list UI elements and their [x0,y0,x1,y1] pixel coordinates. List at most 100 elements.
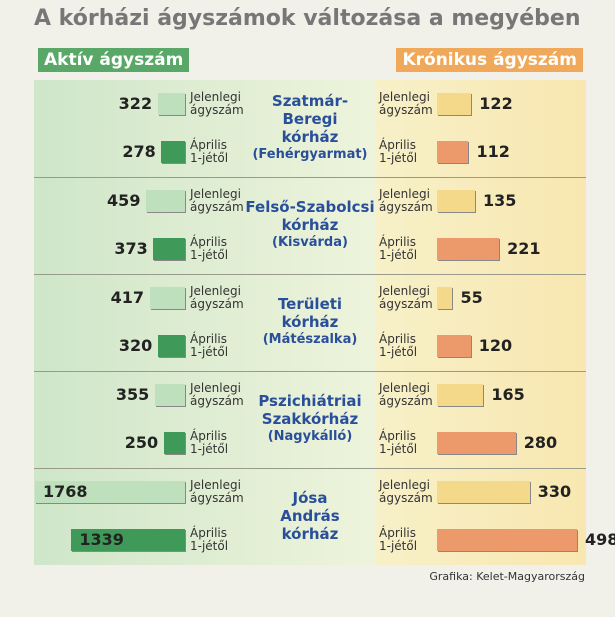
row-label-line: 1-jétől [190,539,229,553]
name-line: kórház [281,525,339,543]
row-label-line: Jelenlegi [379,478,430,492]
value-label: 320 [118,336,153,355]
bar [437,335,471,357]
hospital-name: Felső-Szabolcsi kórház (Kisvárda) [245,198,375,252]
row-label-line: ágyszám [190,297,244,311]
row-label-line: Jelenlegi [190,381,241,395]
value-label: 221 [507,239,541,258]
value-label: 135 [482,191,517,210]
row-label-line: ágyszám [190,200,244,214]
bar [437,432,516,454]
separator [34,468,586,469]
value-label: 120 [478,336,513,355]
separator [34,274,586,275]
value-label: 459 [107,191,141,210]
row-label: Jelenlegi ágyszám [190,382,244,408]
bar [146,190,185,212]
row-label-line: Április [190,429,228,443]
row-label-line: 1-jétől [379,442,418,456]
hospital-name: Szatmár-Beregi kórház (Fehérgyarmat) [245,92,375,164]
hospital-name: Területi kórház (Mátészalka) [245,295,375,349]
row-label: Jelenlegi ágyszám [379,479,433,505]
bar [71,529,185,551]
bar [153,238,185,260]
bar [163,432,185,454]
row-label: Jelenlegi ágyszám [379,285,433,311]
row-label: Április 1-jétől [379,139,417,165]
row-label-line: 1-jétől [190,345,229,359]
row-label-line: ágyszám [379,103,433,117]
name-line: Felső-Szabolcsi [245,198,375,216]
bar [157,93,185,115]
bar [157,335,185,357]
value-label: 165 [491,385,525,404]
row-label: Április 1-jétől [379,527,417,553]
source: Grafika: Kelet-Magyarország [429,570,585,583]
row-label-line: 1-jétől [190,248,229,262]
row-label-line: ágyszám [190,491,244,505]
bar [437,190,475,212]
value-label: 498 [585,530,615,549]
row-label-line: 1-jétől [379,151,418,165]
separator [34,177,586,178]
row-label-line: Április [379,332,417,346]
value-label: 417 [110,288,145,307]
row-label: Április 1-jétől [190,139,228,165]
value-label: 112 [476,142,510,161]
bar [35,481,185,503]
row-label-line: Április [379,526,417,540]
left-header: Aktív ágyszám [38,48,190,72]
value-label: 1768 [43,482,88,501]
value-label: 355 [115,385,150,404]
row-label-line: ágyszám [379,491,433,505]
row-label-line: Április [379,138,417,152]
name-line: Szakkórház [261,410,359,428]
name-line: kórház [281,216,339,234]
bar [437,238,500,260]
name-line: Szatmár-Beregi [271,92,349,128]
value-label: 55 [460,288,483,307]
row-label-line: Jelenlegi [379,90,430,104]
value-label: 373 [114,239,148,258]
row-label: Április 1-jétől [379,236,417,262]
bar [161,141,185,163]
row-label-line: ágyszám [190,394,244,408]
row-label-line: 1-jétől [190,151,229,165]
value-label: 322 [118,94,153,113]
row-label: Jelenlegi ágyszám [379,382,433,408]
hospital-name: Jósa András kórház [245,489,375,543]
name-line: kórház [281,313,339,331]
row-label-line: Jelenlegi [190,478,241,492]
row-label: Jelenlegi ágyszám [190,285,244,311]
row-label-line: ágyszám [379,200,433,214]
right-header: Krónikus ágyszám [396,48,583,72]
chart-title: A kórházi ágyszámok változása a megyében [34,6,581,31]
bar [154,384,185,406]
row-label-line: 1-jétől [379,345,418,359]
bar [437,287,453,309]
row-label-line: Jelenlegi [379,381,430,395]
hospital-name: Pszichiátriai Szakkórház (Nagykálló) [245,392,375,446]
row-label-line: Április [190,138,228,152]
row-label-line: Április [190,332,228,346]
place: (Nagykálló) [267,429,353,444]
row-label-line: Április [379,235,417,249]
value-label: 278 [122,142,156,161]
row-label: Jelenlegi ágyszám [379,91,433,117]
bar [437,141,469,163]
row-label-line: Jelenlegi [379,187,430,201]
row-label: Jelenlegi ágyszám [190,188,244,214]
row-label: Április 1-jétől [379,430,417,456]
place: (Kisvárda) [272,235,348,250]
row-label-line: Jelenlegi [190,284,241,298]
separator [34,371,586,372]
row-label-line: 1-jétől [379,539,418,553]
place: (Mátészalka) [262,332,358,347]
row-label: Április 1-jétől [190,333,228,359]
row-label-line: Április [190,235,228,249]
row-label-line: Jelenlegi [190,90,241,104]
row-label-line: 1-jétől [190,442,229,456]
row-label-line: ágyszám [379,394,433,408]
row-label: Jelenlegi ágyszám [379,188,433,214]
value-label: 1339 [79,530,124,549]
